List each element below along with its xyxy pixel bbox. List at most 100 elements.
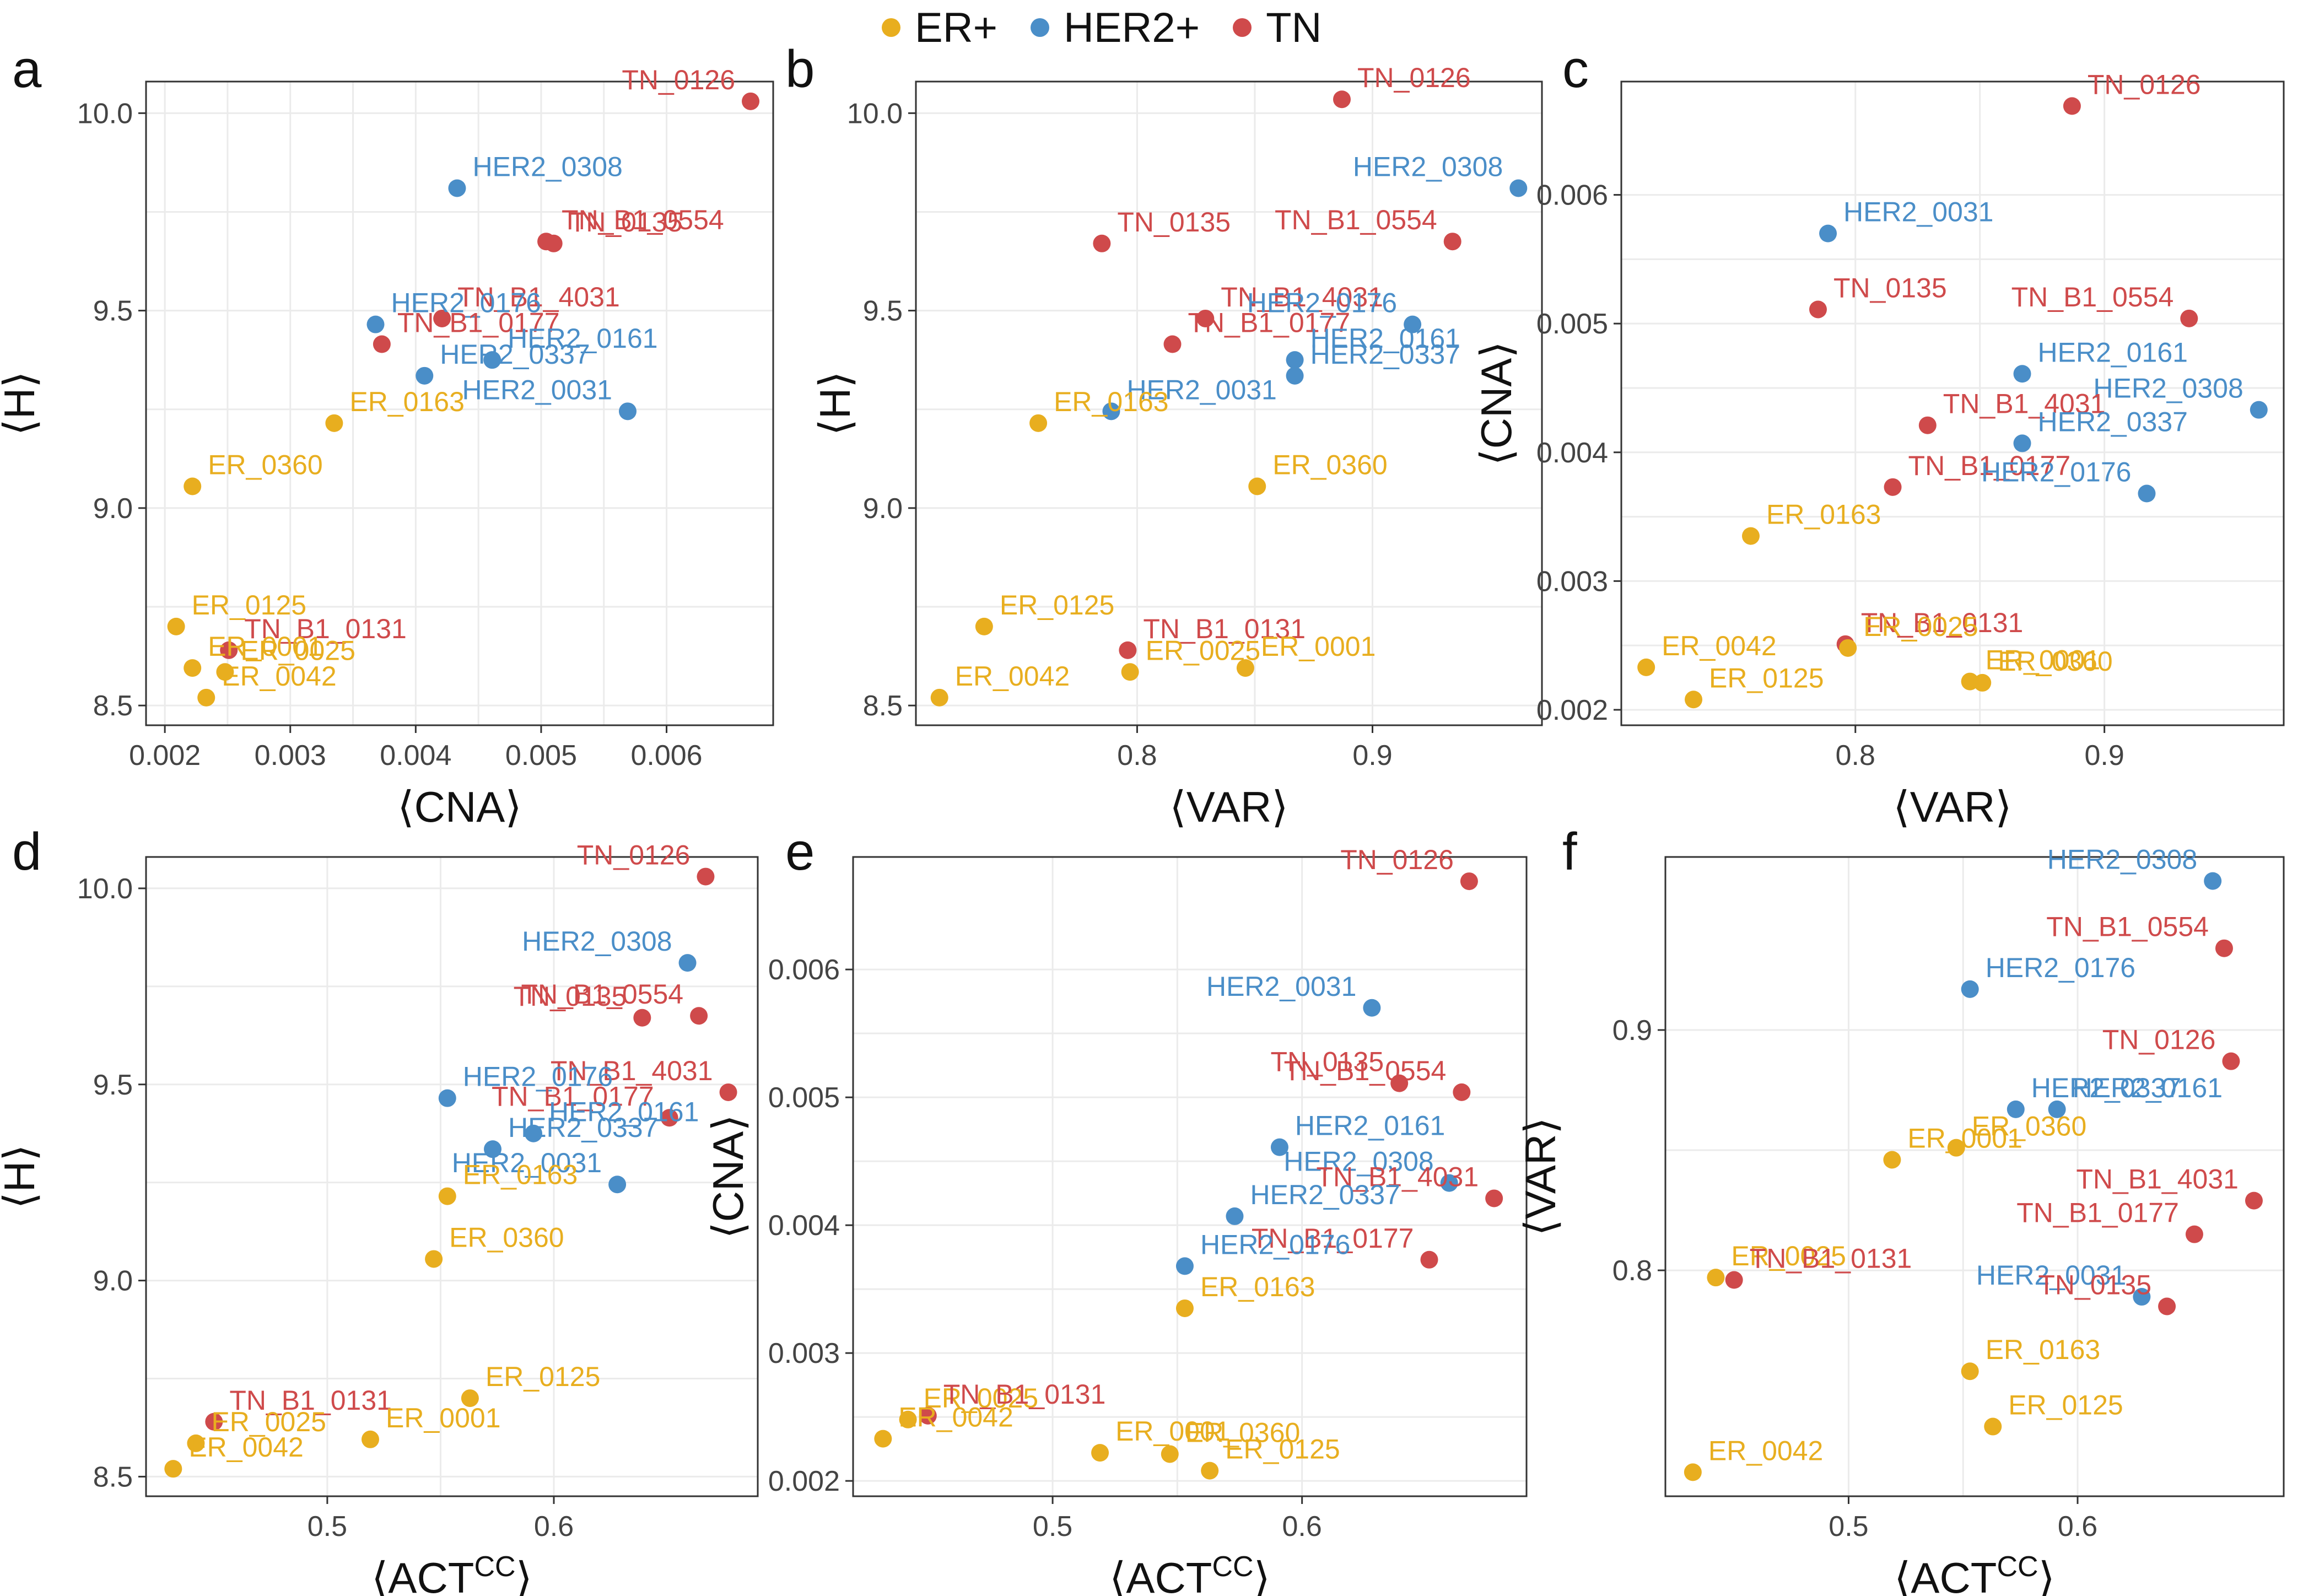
panel-f-point-her2_0176 — [1961, 980, 1979, 998]
panel-b-letter: b — [785, 40, 815, 99]
panel-f-label-er_0360: ER_0360 — [1972, 1111, 2087, 1142]
panel-c-frame — [1620, 80, 2285, 726]
legend-item-her2: HER2+ — [1030, 4, 1200, 52]
panel-c-label-tn_0126: TN_0126 — [2088, 69, 2201, 100]
panel-f-frame — [1664, 856, 2285, 1497]
panel-f-label-tn_b1_0131: TN_B1_0131 — [1750, 1243, 1912, 1274]
panel-e-point-er_0001 — [1091, 1444, 1109, 1462]
panel-a-point-tn_0126 — [742, 92, 760, 110]
panel-d-label-er_0042: ER_0042 — [188, 1432, 304, 1463]
panel-a-point-her2_0161 — [483, 351, 501, 369]
panel-b-label-tn_b1_0131: TN_B1_0131 — [1143, 613, 1306, 644]
panel-f-point-er_0163 — [1961, 1362, 1979, 1381]
panel-b-ylabel: ⟨H⟩ — [811, 371, 859, 435]
panel-a-label-er_0360: ER_0360 — [208, 449, 323, 480]
panel-b-xlabel: ⟨VAR⟩ — [1169, 783, 1288, 831]
panel-c-ytick-label: 0.003 — [1536, 565, 1608, 597]
panel-e-label-her2_0337: HER2_0337 — [1250, 1179, 1400, 1210]
panel-b-point-er_0163 — [1029, 414, 1048, 432]
panel-d-label-tn_b1_4031: TN_B1_4031 — [551, 1055, 713, 1086]
panel-f-xlabel: ⟨ACTCC⟩ — [1894, 1551, 2055, 1596]
panel-d-point-her2_0337 — [484, 1140, 501, 1158]
panel-a-letter: a — [12, 40, 42, 99]
panel-d-ylabel: ⟨H⟩ — [0, 1144, 44, 1209]
panel-b-point-er_0001 — [1236, 659, 1254, 677]
panel-f-label-her2_0161: HER2_0161 — [2073, 1072, 2223, 1103]
panel-b-point-her2_0161 — [1286, 351, 1304, 369]
panel-d-label-tn_b1_0177: TN_B1_0177 — [492, 1081, 654, 1112]
panel-e-point-tn_0135 — [1390, 1074, 1409, 1092]
panel-b-point-her2_0337 — [1286, 366, 1304, 385]
panel-a-label-er_0042: ER_0042 — [222, 661, 337, 692]
panel-c-label-her2_0176: HER2_0176 — [1981, 457, 2131, 488]
panel-a-label-er_0125: ER_0125 — [192, 590, 307, 621]
panel-a-xtick-label: 0.006 — [630, 740, 702, 772]
panel-a-label-her2_0161: HER2_0161 — [508, 323, 657, 354]
panel-d-point-tn_b1_0177 — [660, 1109, 678, 1127]
panel-f-point-er_0360 — [1947, 1139, 1965, 1157]
panel-e-label-er_0025: ER_0025 — [924, 1383, 1039, 1414]
panel-e-point-tn_0126 — [1460, 872, 1478, 891]
panel-b-label-tn_0126: TN_0126 — [1357, 62, 1471, 93]
panel-d-point-er_0042 — [164, 1460, 182, 1478]
panel-d-point-tn_b1_4031 — [719, 1083, 737, 1101]
panel-b-point-tn_0126 — [1333, 90, 1351, 109]
panel-e-label-tn_b1_4031: TN_B1_4031 — [1317, 1161, 1479, 1192]
panel-a-point-er_0042 — [197, 688, 215, 707]
panel-e-xlabel: ⟨ACTCC⟩ — [1109, 1551, 1270, 1596]
panel-d-label-her2_0337: HER2_0337 — [508, 1112, 658, 1143]
panel-d-point-er_0025 — [187, 1434, 205, 1452]
panel-b-ytick-label: 8.5 — [863, 690, 903, 722]
panel-f-xtick-label: 0.6 — [2058, 1511, 2097, 1543]
panel-f-point-tn_b1_0131 — [1725, 1271, 1743, 1289]
panel-b-label-er_0125: ER_0125 — [1000, 590, 1115, 621]
legend-item-er: ER+ — [882, 4, 997, 52]
panel-b-label-er_0025: ER_0025 — [1146, 635, 1261, 666]
panel-b-label-tn_b1_0177: TN_B1_0177 — [1188, 308, 1351, 338]
panel-b-label-her2_0337: HER2_0337 — [1310, 339, 1460, 370]
panel-c-label-tn_b1_0554: TN_B1_0554 — [2011, 282, 2174, 312]
panel-e-label-er_0125: ER_0125 — [1225, 1434, 1340, 1465]
panel-d-point-her2_0176 — [438, 1089, 456, 1107]
panel-e-label-er_0042: ER_0042 — [898, 1402, 1013, 1433]
panel-e-label-er_0360: ER_0360 — [1185, 1417, 1301, 1448]
panel-a-ytick-label: 9.5 — [93, 295, 133, 327]
panel-b-label-her2_0161: HER2_0161 — [1310, 323, 1460, 354]
panel-d-xtick-label: 0.5 — [308, 1511, 347, 1543]
panel-e-letter: e — [785, 822, 815, 881]
panel-f-point-tn_b1_0177 — [2185, 1225, 2203, 1243]
panel-a-ytick-label: 8.5 — [93, 690, 133, 722]
panel-c-label-er_0042: ER_0042 — [1662, 630, 1777, 661]
panel-c-point-tn_0126 — [2063, 97, 2081, 115]
panel-c-label-her2_0161: HER2_0161 — [2038, 337, 2188, 368]
panel-b-point-her2_0176 — [1404, 315, 1422, 333]
panel-b-ytick-label: 9.5 — [863, 295, 903, 327]
panel-f-label-her2_0337: HER2_0337 — [2031, 1072, 2181, 1103]
panel-e-ytick-label: 0.005 — [768, 1082, 840, 1114]
panel-c-label-er_0001: ER_0001 — [1986, 645, 2101, 676]
panel-f-point-tn_b1_0554 — [2215, 939, 2233, 957]
panel-d-label-er_0025: ER_0025 — [211, 1406, 326, 1437]
panel-e-point-tn_b1_0131 — [919, 1406, 937, 1425]
panel-c-label-her2_0308: HER2_0308 — [2093, 373, 2243, 404]
panel-e-point-tn_b1_4031 — [1485, 1189, 1503, 1207]
panel-c-label-tn_0135: TN_0135 — [1833, 272, 1947, 303]
panel-a-point-her2_0176 — [366, 315, 385, 333]
panel-e-ytick-label: 0.002 — [768, 1465, 840, 1497]
panel-c-point-er_0025 — [1839, 639, 1857, 657]
panel-d-point-er_0163 — [438, 1187, 456, 1205]
panel-f-label-tn_0135: TN_0135 — [2038, 1269, 2151, 1300]
panel-b-point-er_0025 — [1121, 663, 1139, 681]
panel-b-ytick-label: 9.0 — [863, 493, 903, 525]
panel-a-xtick-label: 0.004 — [380, 740, 451, 772]
legend-marker-tn — [1233, 18, 1252, 37]
panel-d-point-her2_0161 — [525, 1124, 542, 1142]
panel-b-label-tn_0135: TN_0135 — [1117, 207, 1231, 238]
panel-a-point-tn_b1_0177 — [373, 335, 391, 353]
panel-a-frame — [145, 80, 774, 726]
legend-marker-her2 — [1030, 18, 1049, 37]
panel-b-frame — [915, 80, 1543, 726]
panel-e-label-er_0163: ER_0163 — [1200, 1271, 1315, 1302]
panel-f-label-her2_0176: HER2_0176 — [1986, 952, 2135, 983]
panel-f-label-er_0042: ER_0042 — [1708, 1435, 1824, 1466]
